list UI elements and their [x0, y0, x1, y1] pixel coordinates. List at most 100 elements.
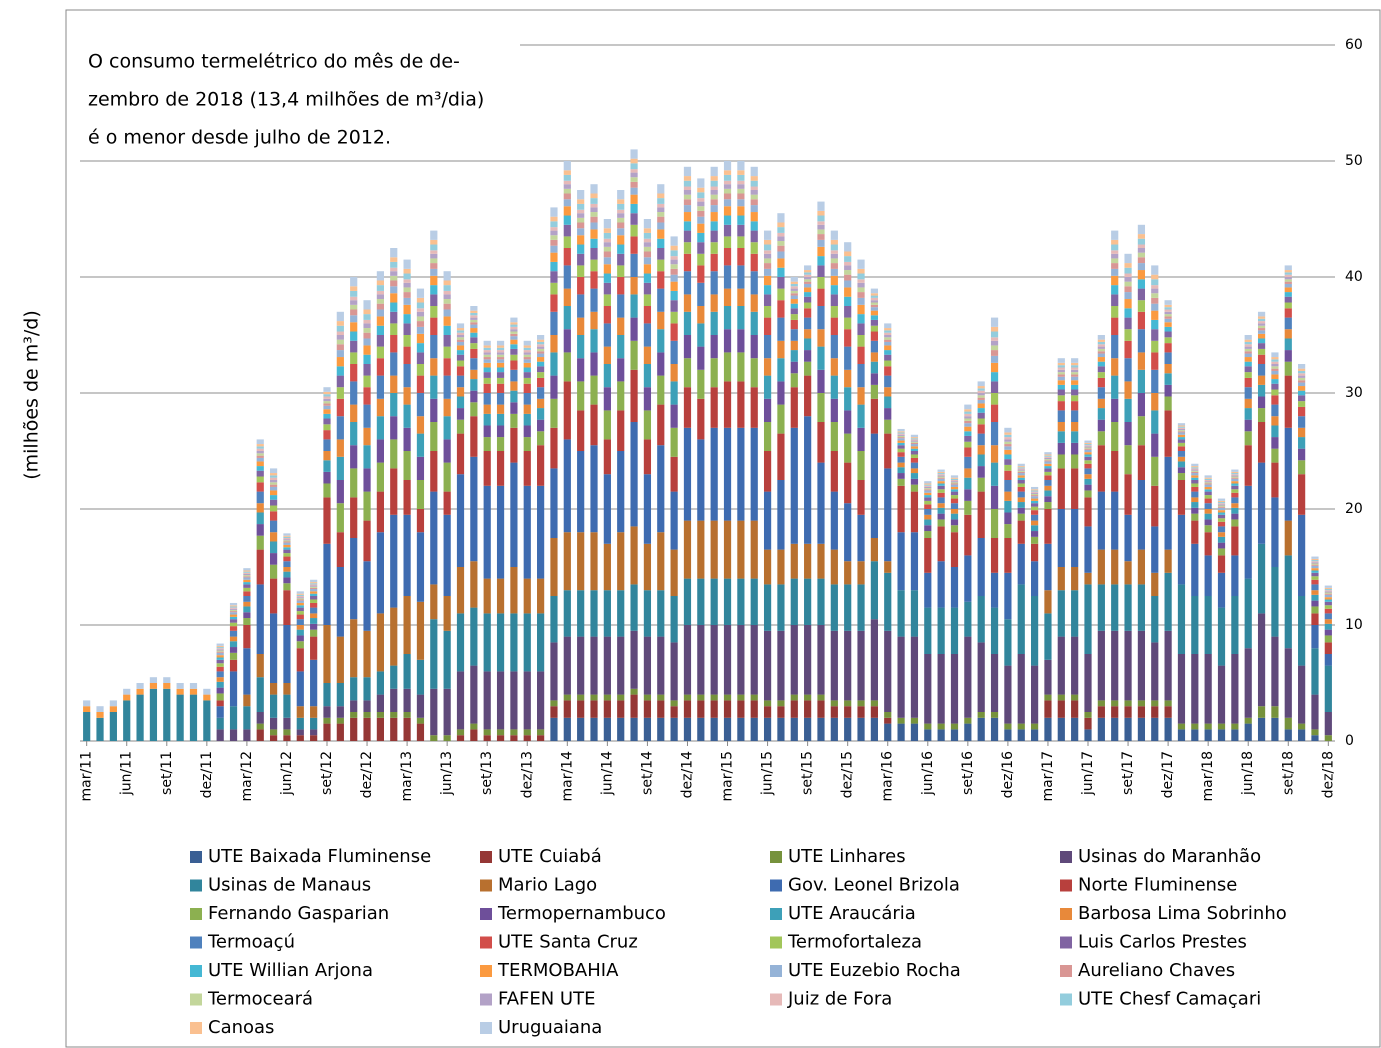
bar-segment	[403, 287, 411, 293]
bar-segment	[1164, 706, 1172, 718]
bar-segment	[697, 201, 705, 207]
bar-segment	[403, 654, 411, 689]
bar-segment	[1244, 366, 1252, 373]
bar-segment	[763, 285, 772, 295]
bar-segment	[1257, 717, 1266, 741]
bar-segment	[964, 636, 972, 718]
bar-segment	[1244, 377, 1252, 388]
bar-segment	[376, 303, 384, 310]
bar-segment	[1284, 308, 1292, 318]
bar-segment	[1298, 370, 1306, 374]
bar-segment	[296, 648, 304, 672]
bar-segment	[844, 700, 852, 707]
x-tick-label: mar/13	[399, 751, 415, 802]
bar-segment	[1004, 446, 1012, 450]
bar-segment	[216, 693, 224, 701]
bar-segment	[830, 335, 838, 359]
bar-segment	[1097, 346, 1105, 349]
bar-segment	[496, 485, 505, 579]
bar-segment	[577, 222, 585, 229]
bar-segment	[256, 451, 264, 454]
bar-segment	[1044, 485, 1052, 491]
bar-segment	[937, 526, 945, 562]
bar-segment	[229, 671, 238, 707]
bar-segment	[1311, 562, 1319, 564]
bar-segment	[884, 630, 892, 712]
bar-segment	[1151, 526, 1159, 573]
bar-segment	[456, 613, 465, 672]
bar-segment	[229, 606, 238, 608]
bar-segment	[643, 439, 652, 475]
bar-segment	[817, 369, 825, 393]
bar-segment	[643, 246, 652, 252]
bar-segment	[363, 328, 371, 333]
bar-segment	[763, 422, 772, 451]
bar-segment	[857, 706, 865, 718]
legend-label: Uruguaiana	[498, 1017, 602, 1038]
bar-segment	[870, 295, 878, 298]
bar-segment	[937, 561, 945, 608]
bar-segment	[1271, 383, 1279, 390]
bar-segment	[817, 543, 825, 579]
bar-segment	[990, 340, 999, 346]
bar-segment	[1017, 466, 1025, 468]
bar-segment	[229, 626, 238, 631]
bar-segment	[1151, 288, 1159, 294]
bar-segment	[483, 735, 491, 741]
bar-segment	[897, 452, 905, 457]
bar-segment	[1298, 375, 1306, 378]
bar-segment	[523, 357, 531, 360]
bar-segment	[1071, 442, 1079, 455]
bar-segment	[763, 263, 772, 269]
bar-segment	[1124, 514, 1132, 562]
bar-segment	[256, 439, 264, 445]
bar-segment	[1298, 437, 1306, 449]
bar-segment	[243, 573, 251, 576]
bar-segment	[1057, 454, 1065, 469]
bar-segment	[1071, 694, 1079, 701]
bar-segment	[1164, 572, 1172, 631]
bar-segment	[603, 232, 611, 239]
bar-segment	[1057, 369, 1065, 373]
bar-segment	[577, 253, 585, 266]
bar-segment	[910, 437, 919, 439]
bar-segment	[884, 366, 892, 376]
bar-segment	[323, 706, 331, 718]
bar-segment	[496, 451, 505, 486]
bar-segment	[323, 424, 331, 431]
bar-segment	[109, 712, 117, 741]
bar-segment	[323, 413, 331, 419]
bar-segment	[977, 397, 985, 400]
bar-segment	[630, 717, 638, 741]
bar-segment	[310, 599, 318, 603]
bar-segment	[1111, 358, 1119, 376]
bar-segment	[884, 572, 892, 631]
bar-segment	[523, 345, 531, 348]
bar-segment	[937, 607, 945, 654]
bar-segment	[363, 300, 371, 310]
bar-segment	[1244, 353, 1252, 358]
bar-segment	[763, 549, 772, 585]
bar-segment	[817, 224, 825, 230]
bar-segment	[1124, 381, 1132, 399]
bar-segment	[937, 474, 945, 476]
bar-segment	[924, 483, 932, 485]
bar-segment	[683, 253, 692, 272]
bar-segment	[1124, 358, 1132, 382]
bar-segment	[1111, 253, 1119, 259]
bar-segment	[1191, 654, 1199, 724]
bar-segment	[630, 369, 638, 422]
bar-segment	[1257, 323, 1266, 326]
bar-segment	[910, 484, 919, 492]
bar-segment	[617, 636, 625, 695]
bar-segment	[603, 238, 611, 243]
bar-segment	[283, 571, 291, 578]
bar-segment	[857, 287, 865, 293]
bar-segment	[269, 683, 278, 695]
bar-segment	[630, 584, 638, 631]
bar-segment	[269, 486, 278, 491]
bar-segment	[1111, 244, 1119, 251]
bar-segment	[390, 514, 398, 608]
bar-segment	[1124, 273, 1132, 277]
x-tick-label: set/12	[319, 751, 335, 795]
